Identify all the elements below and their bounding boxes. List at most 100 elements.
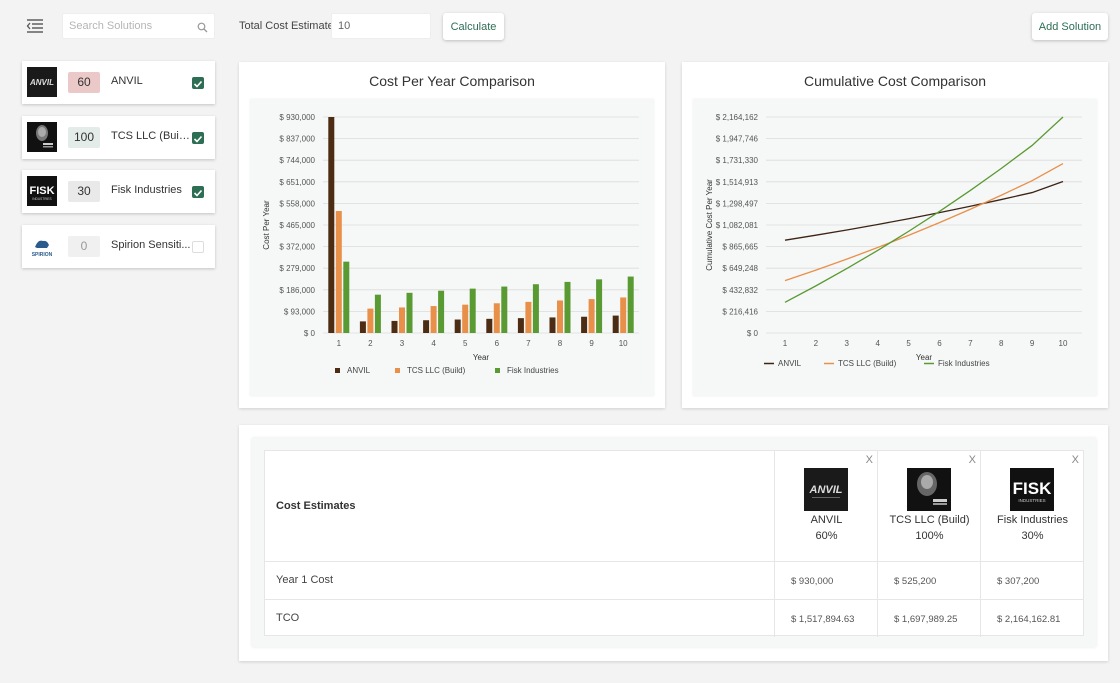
solution-name: Spirion Sensiti... bbox=[111, 239, 191, 251]
close-icon[interactable]: X bbox=[968, 454, 976, 466]
solution-name: ANVIL bbox=[111, 75, 143, 87]
solution-checkbox[interactable] bbox=[192, 132, 204, 144]
x-tick-label: 9 bbox=[589, 339, 594, 348]
y-axis-label: Cost Per Year bbox=[262, 200, 271, 250]
y-tick-label: $ 558,000 bbox=[279, 199, 315, 208]
bar bbox=[564, 281, 571, 333]
x-axis-label: Year bbox=[473, 353, 490, 362]
svg-text:ANVIL: ANVIL bbox=[29, 78, 54, 87]
y-tick-label: $ 216,416 bbox=[722, 307, 758, 316]
tcs-logo bbox=[27, 122, 57, 152]
solution-percent[interactable]: 100 bbox=[68, 127, 100, 148]
solution-card-anvil[interactable]: ANVIL 60 ANVIL bbox=[22, 61, 215, 104]
table-cell: $ 525,200 bbox=[894, 576, 937, 587]
bar bbox=[612, 315, 619, 333]
bar bbox=[532, 284, 539, 333]
y-tick-label: $ 465,000 bbox=[279, 221, 315, 230]
bar bbox=[469, 288, 476, 333]
fisk-logo: FISK INDUSTRIES bbox=[27, 176, 57, 206]
solution-percent[interactable]: 60 bbox=[68, 72, 100, 93]
x-tick-label: 6 bbox=[937, 339, 942, 348]
table-header-label: Cost Estimates bbox=[276, 500, 356, 512]
svg-text:INDUSTRIES: INDUSTRIES bbox=[1018, 498, 1045, 503]
cost-per-year-panel: Cost Per Year Comparison $ 0 $ 93,000 $ 18… bbox=[239, 62, 665, 408]
x-tick-label: 9 bbox=[1030, 339, 1035, 348]
table-column-fisk: X FISK INDUSTRIES Fisk Industries 30% bbox=[981, 451, 1084, 561]
y-tick-label: $ 1,731,330 bbox=[716, 156, 759, 165]
x-tick-label: 1 bbox=[337, 339, 342, 348]
y-tick-label: $ 1,298,497 bbox=[716, 199, 759, 208]
anvil-logo: ANVIL bbox=[804, 468, 848, 511]
y-tick-label: $ 1,514,913 bbox=[716, 178, 759, 187]
table-cell: $ 1,697,989.25 bbox=[894, 614, 958, 625]
solution-percent[interactable]: 0 bbox=[68, 236, 100, 257]
legend-label: Fisk Industries bbox=[507, 366, 559, 375]
bar bbox=[430, 306, 437, 333]
column-percent: 60% bbox=[815, 530, 838, 542]
legend-swatch bbox=[395, 368, 400, 373]
y-tick-label: $ 865,665 bbox=[722, 243, 758, 252]
legend-label: ANVIL bbox=[778, 359, 802, 368]
y-tick-label: $ 1,947,746 bbox=[716, 135, 759, 144]
x-tick-label: 7 bbox=[968, 339, 973, 348]
calculate-button[interactable]: Calculate bbox=[443, 13, 504, 40]
chart-title: Cumulative Cost Comparison bbox=[803, 73, 987, 89]
add-solution-button[interactable]: Add Solution bbox=[1032, 13, 1108, 40]
x-tick-label: 8 bbox=[558, 339, 563, 348]
column-percent: 30% bbox=[1021, 530, 1044, 542]
solution-card-tcs[interactable]: 100 TCS LLC (Build) bbox=[22, 116, 215, 159]
search-input[interactable] bbox=[63, 14, 188, 38]
solution-percent[interactable]: 30 bbox=[68, 181, 100, 202]
table-cell: $ 1,517,894.63 bbox=[791, 614, 855, 625]
bar bbox=[596, 279, 603, 333]
spirion-logo: SPIRION bbox=[27, 231, 57, 261]
x-tick-label: 4 bbox=[431, 339, 436, 348]
solution-card-spirion[interactable]: SPIRION 0 Spirion Sensiti... bbox=[22, 225, 215, 268]
bar bbox=[627, 276, 634, 333]
y-tick-label: $ 1,082,081 bbox=[716, 221, 759, 230]
cumulative-cost-panel: Cumulative Cost Comparison $ 0 $ 216,416 $… bbox=[682, 62, 1108, 408]
cost-estimates-table: Cost Estimates X ANVIL ANVIL 60% X TCS L… bbox=[264, 450, 1084, 637]
bar bbox=[367, 308, 374, 333]
y-tick-label: $ 651,000 bbox=[279, 178, 315, 187]
table-cell: $ 930,000 bbox=[791, 576, 834, 587]
y-tick-label: $ 744,000 bbox=[279, 156, 315, 165]
x-tick-label: 7 bbox=[526, 339, 531, 348]
close-icon[interactable]: X bbox=[1071, 454, 1079, 466]
x-tick-label: 4 bbox=[875, 339, 880, 348]
bar bbox=[620, 297, 627, 333]
legend-label: ANVIL bbox=[347, 366, 371, 375]
y-tick-label: $ 649,248 bbox=[722, 264, 758, 273]
solution-name: Fisk Industries bbox=[111, 184, 182, 196]
table-column-tcs: X TCS LLC (Build) 100% bbox=[878, 451, 981, 561]
y-tick-label: $ 2,164,162 bbox=[716, 113, 759, 122]
x-tick-label: 5 bbox=[906, 339, 911, 348]
x-tick-label: 5 bbox=[463, 339, 468, 348]
solution-checkbox[interactable] bbox=[192, 241, 204, 253]
fisk-logo: FISK INDUSTRIES bbox=[1010, 468, 1054, 511]
column-percent: 100% bbox=[915, 530, 944, 542]
x-axis-label: Year bbox=[916, 353, 933, 362]
solution-checkbox[interactable] bbox=[192, 186, 204, 198]
bar bbox=[581, 316, 588, 333]
tcs-logo bbox=[907, 468, 951, 511]
close-icon[interactable]: X bbox=[865, 454, 873, 466]
bar bbox=[486, 318, 493, 333]
y-tick-label: $ 930,000 bbox=[279, 113, 315, 122]
menu-toggle-icon[interactable] bbox=[26, 17, 44, 35]
table-cell: $ 2,164,162.81 bbox=[997, 614, 1061, 625]
search-icon[interactable] bbox=[197, 20, 208, 38]
y-tick-label: $ 837,000 bbox=[279, 135, 315, 144]
solution-checkbox[interactable] bbox=[192, 77, 204, 89]
x-tick-label: 1 bbox=[783, 339, 788, 348]
total-cost-input[interactable] bbox=[331, 13, 431, 39]
bar bbox=[588, 299, 595, 333]
legend-label: Fisk Industries bbox=[938, 359, 990, 368]
cumulative-cost-chart: $ 0 $ 216,416 $ 432,832 $ 649,248 $ 865,665 $… bbox=[705, 113, 1082, 368]
row-label-tco: TCO bbox=[276, 612, 300, 624]
x-tick-label: 2 bbox=[814, 339, 819, 348]
bar bbox=[343, 261, 350, 333]
solution-card-fisk[interactable]: FISK INDUSTRIES 30 Fisk Industries bbox=[22, 170, 215, 213]
column-name: Fisk Industries bbox=[997, 514, 1068, 526]
solution-name: TCS LLC (Build) bbox=[111, 130, 191, 142]
